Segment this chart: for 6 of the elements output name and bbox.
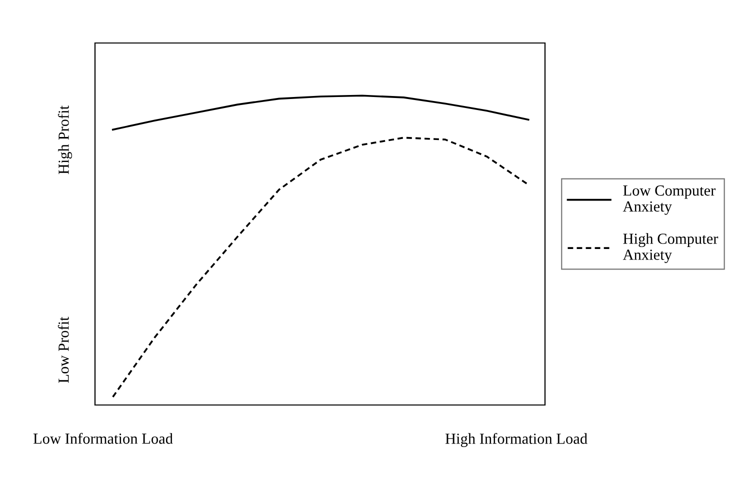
- text: Low Information Load: [33, 432, 173, 444]
- legend-label: High Computer Anxiety: [622, 233, 718, 264]
- text: High Information Load: [445, 432, 588, 448]
- legend-label: Low Computer Anxiety: [622, 185, 716, 215]
- text: Low Profit: [58, 316, 69, 383]
- text: High Profit: [58, 106, 72, 174]
